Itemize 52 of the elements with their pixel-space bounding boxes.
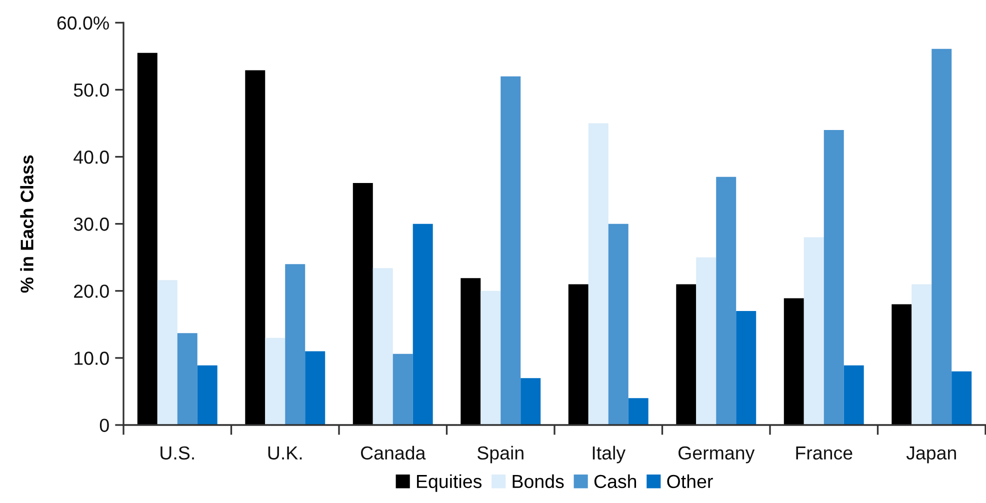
bar	[952, 371, 972, 425]
y-tick-label: 0	[100, 418, 109, 432]
y-tick-label: 60.0%	[57, 16, 109, 30]
x-tick-label: U.S.	[160, 446, 194, 460]
bar	[716, 176, 736, 425]
x-tick-label: Italy	[592, 446, 626, 464]
y-tick-label: 30.0	[74, 218, 109, 231]
y-tick-label: 20.0	[74, 284, 109, 298]
legend-label: Cash	[594, 474, 636, 488]
bar	[736, 311, 756, 425]
bar	[177, 333, 198, 425]
legend-label: Other	[667, 474, 713, 488]
bar	[157, 280, 178, 425]
bar	[372, 268, 393, 425]
bar	[285, 264, 306, 425]
bar	[197, 365, 218, 425]
x-tick-label: Japan	[906, 446, 956, 464]
bar	[912, 284, 932, 425]
bar	[520, 378, 541, 425]
bar	[696, 257, 716, 425]
bar	[608, 224, 628, 425]
y-tick-label: 10.0	[74, 352, 109, 365]
bar	[804, 237, 824, 425]
x-tick-label: Germany	[678, 446, 755, 464]
bar	[137, 52, 158, 425]
bar	[676, 284, 696, 425]
bar	[588, 123, 608, 425]
bar	[245, 70, 266, 425]
bar	[265, 338, 286, 425]
y-tick-label: 40.0	[74, 150, 109, 164]
x-tick-label: France	[796, 446, 852, 460]
bar	[932, 48, 952, 425]
bar	[460, 278, 481, 425]
bar	[844, 365, 864, 425]
bar	[568, 284, 588, 425]
bar	[352, 182, 373, 425]
bar	[392, 354, 413, 425]
bar	[500, 76, 521, 425]
bar	[480, 290, 501, 425]
y-tick-label: 50.0	[74, 83, 109, 97]
x-tick-label: Spain	[478, 446, 524, 464]
x-tick-label: Canada	[360, 446, 426, 460]
bar	[305, 351, 326, 425]
y-axis-title: % in Each Class	[20, 155, 34, 293]
legend-label: Equities	[417, 474, 482, 492]
x-tick-label: U.K.	[268, 446, 302, 460]
legend-label: Bonds	[512, 474, 564, 488]
bar	[892, 304, 912, 425]
bar	[784, 298, 804, 425]
bar	[412, 224, 433, 425]
bar	[824, 130, 844, 425]
bar	[628, 398, 648, 425]
